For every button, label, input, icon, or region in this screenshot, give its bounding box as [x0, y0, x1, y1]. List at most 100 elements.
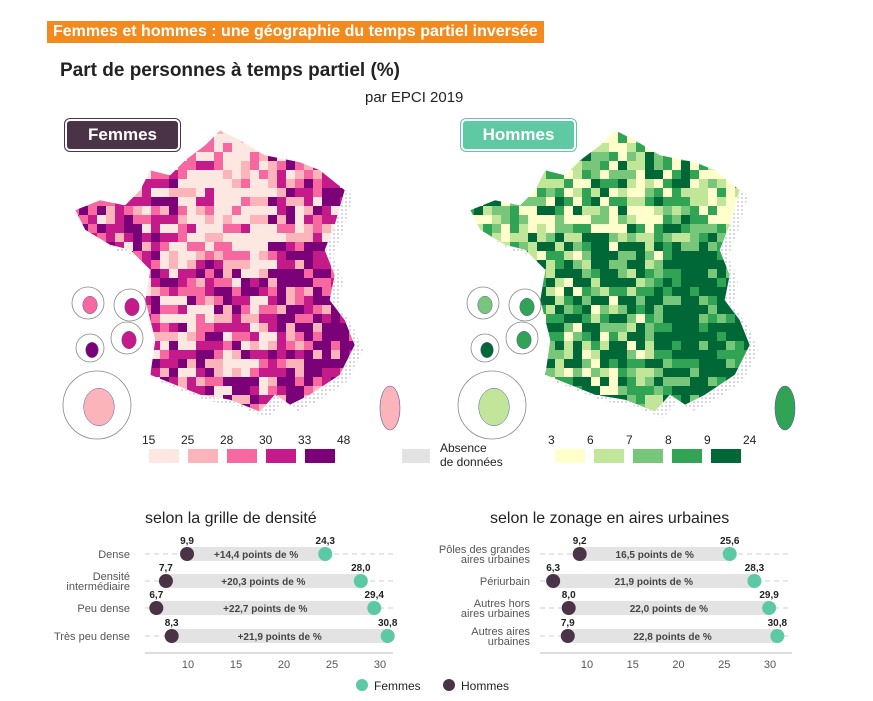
epci-cell	[609, 341, 619, 351]
epci-cell	[250, 197, 260, 207]
epci-cell	[277, 197, 287, 207]
epci-cell	[223, 368, 233, 378]
epci-cell	[555, 368, 565, 378]
epci-cell	[573, 323, 583, 333]
epci-cell	[322, 269, 332, 279]
epci-cell	[591, 386, 601, 396]
epci-cell	[681, 323, 691, 333]
epci-cell	[708, 251, 718, 261]
epci-cell	[672, 215, 682, 225]
epci-cell	[232, 224, 242, 234]
epci-cell	[259, 305, 269, 315]
epci-cell	[205, 188, 215, 198]
epci-cell	[205, 251, 215, 261]
epci-cell	[582, 350, 592, 360]
epci-cell	[124, 206, 134, 216]
epci-cell	[699, 368, 709, 378]
epci-cell	[295, 269, 305, 279]
epci-cell	[169, 350, 179, 360]
epci-cell	[717, 251, 727, 261]
epci-cell	[690, 341, 700, 351]
epci-cell	[564, 359, 574, 369]
epci-cell	[555, 260, 565, 270]
epci-cell	[618, 287, 628, 297]
epci-cell	[178, 314, 188, 324]
epci-cell	[609, 251, 619, 261]
epci-cell	[340, 350, 350, 360]
epci-cell	[160, 224, 170, 234]
epci-cell	[268, 251, 278, 261]
epci-cell	[618, 314, 628, 324]
epci-cell	[304, 251, 314, 261]
epci-cell	[151, 233, 161, 243]
epci-cell	[645, 377, 655, 387]
epci-cell	[259, 395, 269, 405]
epci-cell	[205, 314, 215, 324]
epci-cell	[169, 341, 179, 351]
value-label: 8,0	[562, 590, 576, 601]
epci-cell	[295, 359, 305, 369]
epci-cell	[627, 152, 637, 162]
epci-cell	[214, 179, 224, 189]
epci-cell	[573, 269, 583, 279]
epci-cell	[591, 269, 601, 279]
epci-cell	[690, 359, 700, 369]
hommes-point	[180, 547, 195, 561]
epci-cell	[627, 170, 637, 180]
epci-cell	[609, 359, 619, 369]
epci-cell	[250, 161, 260, 171]
epci-cell	[232, 242, 242, 252]
epci-cell	[591, 287, 601, 297]
epci-cell	[573, 359, 583, 369]
legend-femmes-swatch	[305, 449, 335, 463]
epci-cell	[645, 332, 655, 342]
epci-cell	[492, 233, 502, 243]
epci-cell	[313, 287, 323, 297]
epci-cell	[286, 341, 296, 351]
epci-cell	[205, 332, 215, 342]
epci-cell	[654, 161, 664, 171]
epci-cell	[654, 206, 664, 216]
epci-cell	[241, 350, 251, 360]
epci-cell	[546, 233, 556, 243]
epci-cell	[232, 395, 242, 405]
epci-cell	[546, 341, 556, 351]
legend-femmes-dot	[356, 679, 368, 691]
epci-cell	[160, 260, 170, 270]
epci-cell	[304, 179, 314, 189]
epci-cell	[600, 305, 610, 315]
epci-cell	[169, 377, 179, 387]
epci-cell	[178, 161, 188, 171]
epci-cell	[232, 206, 242, 216]
value-label: 6,7	[149, 590, 163, 601]
epci-cell	[537, 287, 547, 297]
epci-cell	[178, 224, 188, 234]
epci-cell	[681, 287, 691, 297]
epci-cell	[241, 296, 251, 306]
epci-cell	[241, 386, 251, 396]
epci-cell	[304, 242, 314, 252]
epci-cell	[627, 323, 637, 333]
epci-cell	[672, 332, 682, 342]
epci-cell	[699, 215, 709, 225]
epci-cell	[151, 287, 161, 297]
category-label: aires urbaines	[461, 608, 531, 620]
epci-cell	[250, 377, 260, 387]
epci-cell	[295, 278, 305, 288]
epci-cell	[151, 251, 161, 261]
epci-cell	[555, 269, 565, 279]
epci-cell	[160, 323, 170, 333]
epci-cell	[241, 368, 251, 378]
epci-cell	[277, 161, 287, 171]
epci-cell	[654, 197, 664, 207]
epci-cell	[672, 188, 682, 198]
epci-cell	[331, 188, 341, 198]
epci-cell	[573, 188, 583, 198]
epci-cell	[151, 242, 161, 252]
epci-cell	[277, 350, 287, 360]
epci-cell	[205, 386, 215, 396]
value-label: 8,3	[165, 618, 179, 629]
epci-cell	[618, 206, 628, 216]
epci-cell	[672, 269, 682, 279]
epci-cell	[582, 215, 592, 225]
